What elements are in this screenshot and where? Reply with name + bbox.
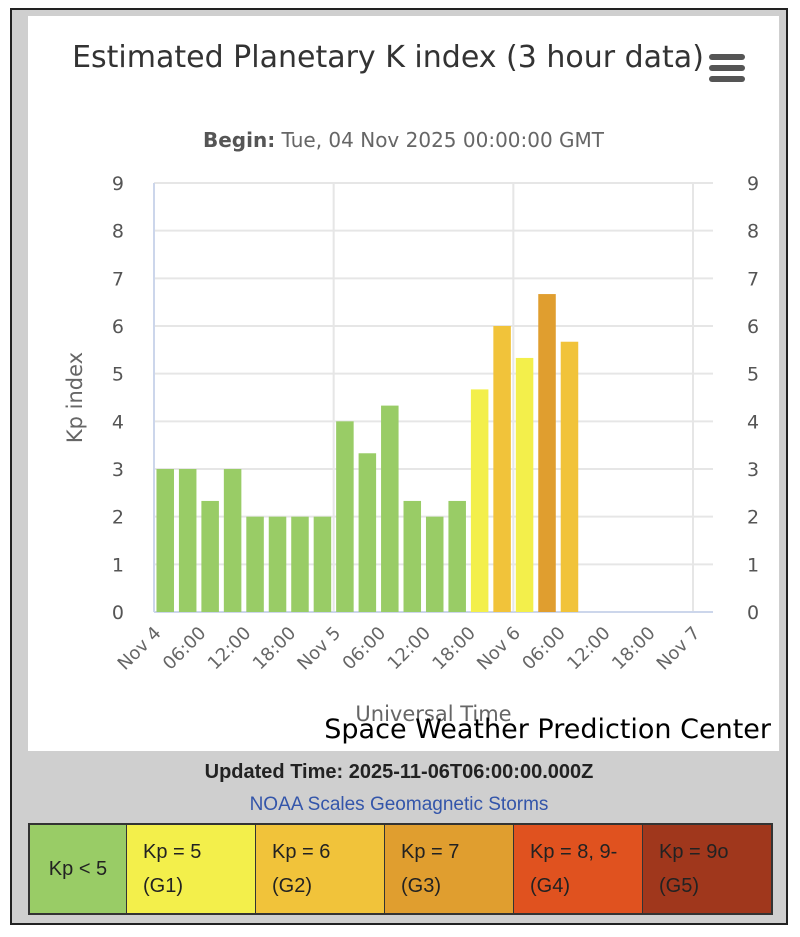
kp-bar <box>268 516 287 612</box>
kp-bar <box>448 500 466 612</box>
subtitle-label: Begin: <box>202 128 276 152</box>
kp-bar <box>291 516 309 612</box>
kp-bar <box>358 453 377 612</box>
y-tick-label-left: 2 <box>112 507 124 529</box>
credit-text: Space Weather Prediction Center <box>324 714 771 745</box>
kp-bar <box>515 357 534 612</box>
y-tick-label-right: 9 <box>747 173 759 195</box>
x-tick-label: Nov 7 <box>653 623 705 675</box>
y-tick-label-left: 3 <box>112 459 124 481</box>
y-tick-label-right: 6 <box>747 316 759 338</box>
kp-bar <box>223 469 242 612</box>
legend-item-g2: Kp = 6 (G2) <box>256 825 385 913</box>
legend-item-g4: Kp = 8, 9- (G4) <box>514 825 643 913</box>
y-tick-label-left: 4 <box>112 411 124 433</box>
kp-bar <box>336 421 354 612</box>
y-tick-label-left: 1 <box>112 554 124 576</box>
legend-item-g5: Kp = 9o (G5) <box>643 825 771 913</box>
y-tick-label-right: 5 <box>747 364 759 386</box>
legend-item-g1: Kp = 5 (G1) <box>127 825 256 913</box>
chart-container: Estimated Planetary K index (3 hour data… <box>10 8 788 925</box>
y-tick-label-right: 4 <box>747 411 759 433</box>
x-tick-label: Nov 5 <box>293 623 345 675</box>
kp-bar <box>425 516 444 612</box>
y-tick-label-right: 7 <box>747 268 759 290</box>
y-tick-label-left: 9 <box>112 173 124 195</box>
chart-panel: Estimated Planetary K index (3 hour data… <box>28 16 779 751</box>
subtitle-value: Tue, 04 Nov 2025 00:00:00 GMT <box>281 128 605 152</box>
x-tick-label: 12:00 <box>204 623 256 675</box>
kp-bar <box>493 326 511 612</box>
kp-color-legend: Kp < 5 Kp = 5 (G1) Kp = 6 (G2) Kp = 7 (G… <box>28 823 773 915</box>
kp-bar <box>178 469 197 612</box>
kp-bar <box>403 500 422 612</box>
x-tick-label: 12:00 <box>384 623 436 675</box>
y-tick-label-right: 2 <box>747 507 759 529</box>
kp-bar <box>470 389 489 612</box>
chart-title: Estimated Planetary K index (3 hour data… <box>72 40 704 75</box>
y-tick-label-right: 3 <box>747 459 759 481</box>
x-tick-label: Nov 6 <box>473 623 525 675</box>
x-tick-label: 18:00 <box>249 623 301 675</box>
kp-bar <box>246 516 264 612</box>
x-tick-label: 06:00 <box>159 623 211 675</box>
x-tick-label: 06:00 <box>518 623 570 675</box>
hamburger-menu-icon[interactable] <box>709 54 745 84</box>
kp-bar <box>560 341 579 612</box>
updated-time: Updated Time: 2025-11-06T06:00:00.000Z <box>204 761 594 783</box>
y-tick-label-left: 7 <box>112 268 124 290</box>
y-tick-label-left: 6 <box>112 316 124 338</box>
x-tick-label: 18:00 <box>608 623 660 675</box>
kp-bar <box>156 469 174 612</box>
kp-bar <box>201 500 219 612</box>
y-tick-label-left: 8 <box>112 221 124 243</box>
kp-bar <box>313 516 332 612</box>
x-tick-label: 12:00 <box>563 623 615 675</box>
kp-bar <box>381 405 399 612</box>
legend-item-g3: Kp = 7 (G3) <box>385 825 514 913</box>
y-tick-label-left: 5 <box>112 364 124 386</box>
y-tick-label-right: 1 <box>747 554 759 576</box>
y-axis-title: Kp index <box>63 352 87 443</box>
kp-bar <box>538 294 556 612</box>
noaa-scales-link[interactable]: NOAA Scales Geomagnetic Storms <box>249 794 549 815</box>
y-tick-label-right: 8 <box>747 221 759 243</box>
x-tick-label: Nov 4 <box>114 623 166 675</box>
x-axis-title: Universal Time <box>355 702 511 726</box>
y-tick-label-left: 0 <box>112 602 124 624</box>
y-tick-label-right: 0 <box>747 602 759 624</box>
x-tick-label: 06:00 <box>339 623 391 675</box>
x-tick-label: 18:00 <box>428 623 480 675</box>
legend-item-kp-lt-5: Kp < 5 <box>30 825 127 913</box>
chart-subtitle: Begin: Tue, 04 Nov 2025 00:00:00 GMT <box>28 128 779 152</box>
